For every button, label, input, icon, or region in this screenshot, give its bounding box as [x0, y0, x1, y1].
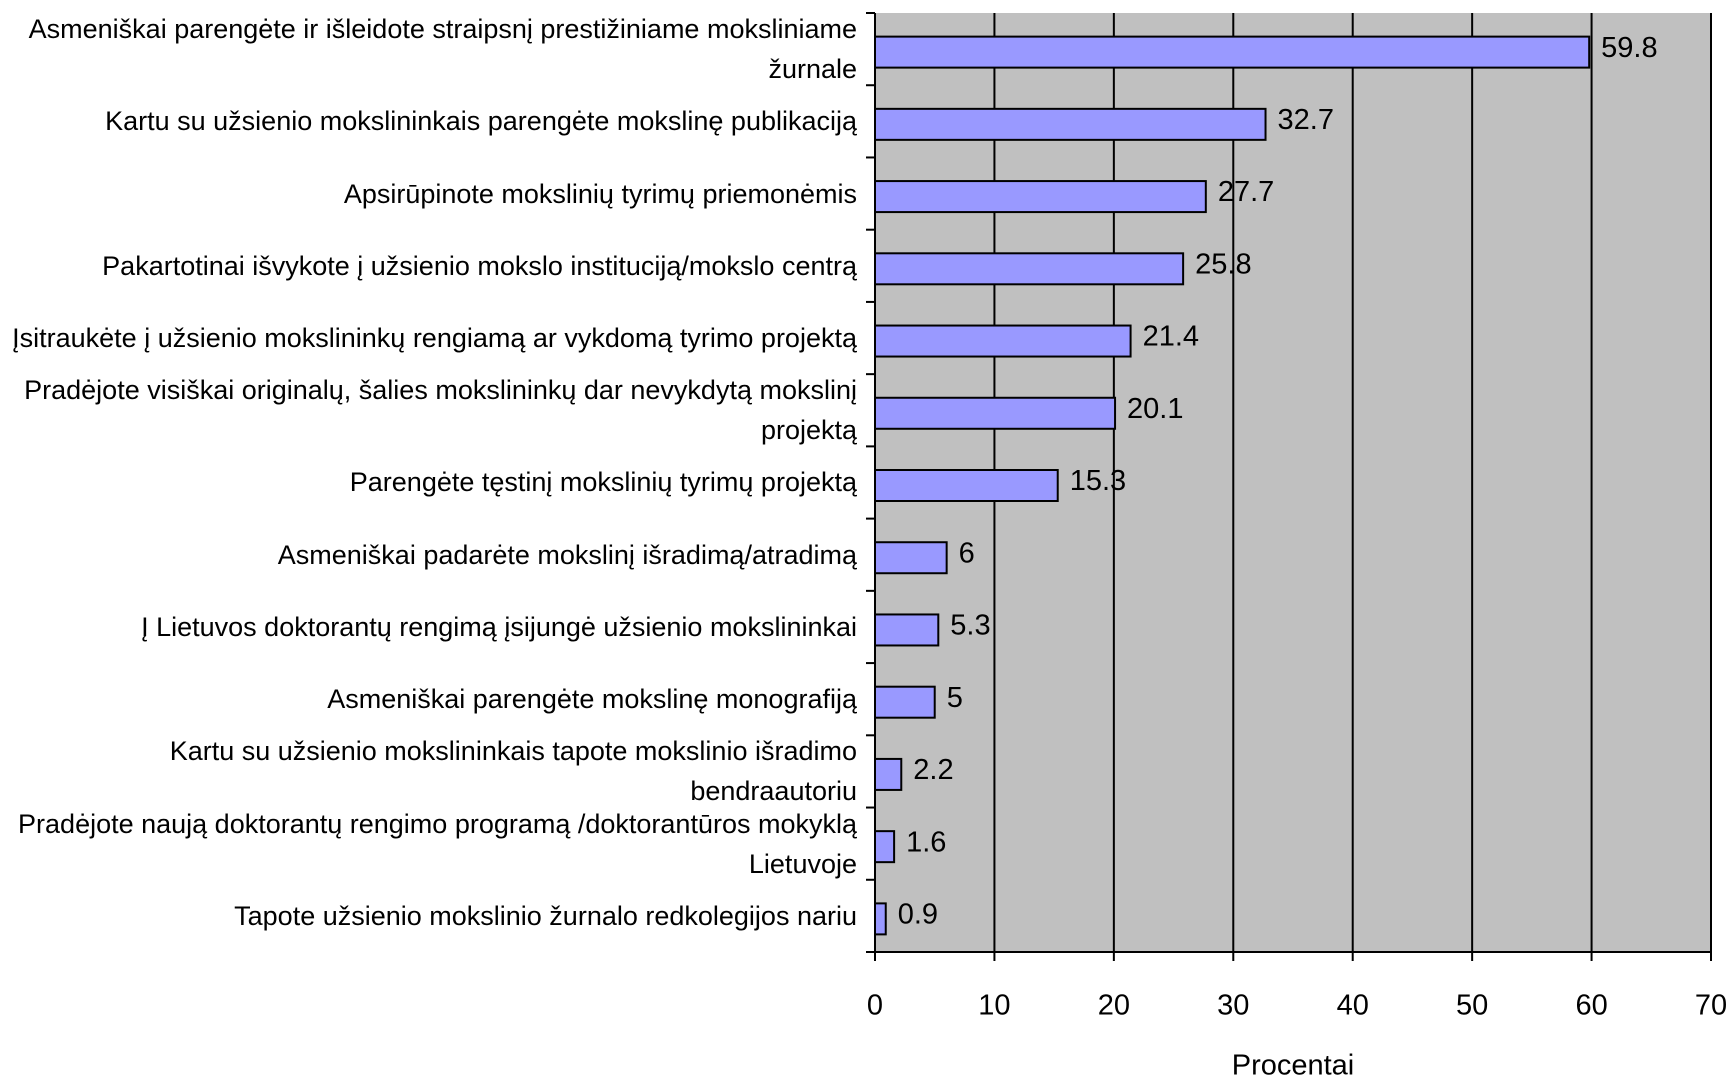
y-tick-label-box: Tapote užsienio mokslinio žurnalo redkol… — [234, 900, 857, 931]
x-tick-label: 50 — [1456, 990, 1488, 1022]
value-label: 15.3 — [1070, 465, 1126, 497]
bar — [874, 541, 948, 575]
y-tick-label: Asmeniškai parengėte mokslinę monografij… — [327, 684, 857, 715]
y-tick-label-box: Apsirūpinote mokslinių tyrimų priemonėmi… — [343, 178, 857, 209]
value-label: 5 — [947, 682, 963, 714]
value-label: 25.8 — [1195, 248, 1251, 280]
y-tick-label: Kartu su užsienio mokslininkais tapote m… — [169, 736, 857, 807]
y-tick-label: Pradėjote visiškai originalų, šalies mok… — [24, 375, 857, 446]
value-label: 59.8 — [1601, 32, 1657, 64]
value-label: 0.9 — [898, 899, 938, 931]
bar — [874, 107, 1267, 141]
value-label: 6 — [959, 537, 975, 569]
bar — [874, 252, 1185, 286]
bar — [874, 180, 1207, 214]
x-tick-label: 40 — [1337, 990, 1369, 1022]
value-label: 21.4 — [1143, 321, 1199, 353]
value-label: 1.6 — [906, 826, 946, 858]
y-tick-label-box: Pradėjote visiškai originalų, šalies mok… — [24, 375, 857, 446]
y-tick-label-box: Parengėte tęstinį mokslinių tyrimų proje… — [349, 467, 857, 498]
bar — [874, 396, 1117, 430]
value-label: 20.1 — [1127, 393, 1183, 425]
y-tick-label: Pakartotinai išvykote į užsienio mokslo … — [102, 250, 857, 281]
y-tick-label: Asmeniškai padarėte mokslinį išradimą/at… — [277, 539, 857, 570]
y-tick-label-box: Kartu su užsienio mokslininkais parengėt… — [105, 106, 857, 137]
value-label: 32.7 — [1278, 104, 1334, 136]
y-tick-label: Į Lietuvos doktorantų rengimą įsijungė u… — [141, 611, 857, 642]
bar — [874, 613, 940, 647]
y-tick-label-box: Įsitraukėte į užsienio mokslininkų rengi… — [12, 323, 857, 354]
x-tick-label: 30 — [1217, 990, 1249, 1022]
y-tick-label-box: Asmeniškai padarėte mokslinį išradimą/at… — [277, 539, 857, 570]
x-tick-label: 70 — [1695, 990, 1727, 1022]
bar — [874, 902, 887, 936]
x-axis-label: Procentai — [1232, 1050, 1355, 1082]
x-tick-label: 0 — [867, 990, 883, 1022]
bar — [874, 469, 1059, 502]
y-tick-label: Kartu su užsienio mokslininkais parengėt… — [105, 106, 857, 137]
y-tick-label: Apsirūpinote mokslinių tyrimų priemonėmi… — [343, 178, 857, 209]
x-tick-label: 10 — [978, 990, 1010, 1022]
y-tick-label: Tapote užsienio mokslinio žurnalo redkol… — [234, 900, 857, 931]
y-tick-label-box: Asmeniškai parengėte mokslinę monografij… — [327, 684, 857, 715]
y-tick-label-box: Pakartotinai išvykote į užsienio mokslo … — [102, 250, 857, 281]
y-tick-label-box: Asmeniškai parengėte ir išleidote straip… — [28, 14, 857, 85]
y-tick-label: Pradėjote naują doktorantų rengimo progr… — [18, 808, 857, 879]
y-tick-label: Asmeniškai parengėte ir išleidote straip… — [28, 14, 857, 85]
bar — [874, 35, 1591, 69]
value-label: 2.2 — [913, 754, 953, 786]
y-tick-label-box: Pradėjote naują doktorantų rengimo progr… — [18, 808, 857, 879]
bar — [874, 685, 936, 719]
y-tick-label-box: Į Lietuvos doktorantų rengimą įsijungė u… — [141, 611, 857, 642]
value-label: 5.3 — [950, 610, 990, 642]
value-label: 27.7 — [1218, 176, 1274, 208]
y-tick-label-box: Kartu su užsienio mokslininkais tapote m… — [169, 736, 857, 807]
y-tick-label: Įsitraukėte į užsienio mokslininkų rengi… — [12, 323, 857, 354]
x-tick-label: 60 — [1575, 990, 1607, 1022]
x-tick-label: 20 — [1098, 990, 1130, 1022]
y-tick-label: Parengėte tęstinį mokslinių tyrimų proje… — [349, 467, 857, 498]
bar — [874, 830, 896, 864]
bar — [874, 757, 903, 791]
bar — [874, 324, 1132, 358]
